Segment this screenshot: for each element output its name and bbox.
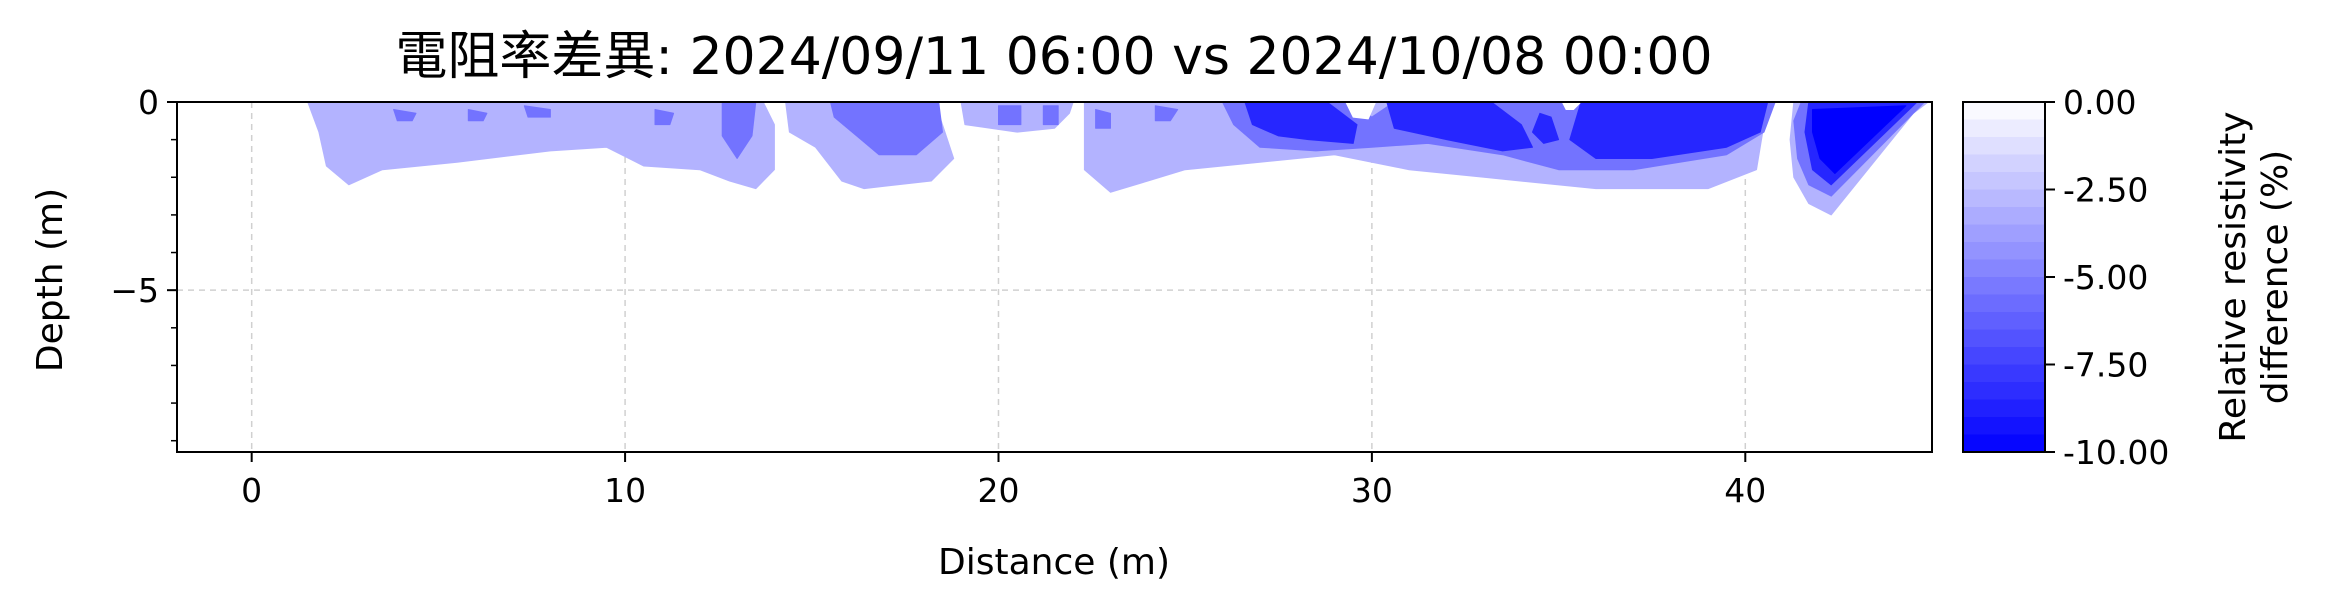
x-tick-label: 30 [1351, 471, 1393, 510]
colorbar-band [1963, 294, 2045, 313]
y-tick-label: −5 [110, 271, 159, 310]
plot-frame [176, 101, 1933, 453]
y-axis-label: Depth (m) [30, 188, 71, 372]
colorbar-band [1963, 417, 2045, 436]
colorbar-band [1963, 434, 2045, 453]
contour-region [1095, 109, 1111, 129]
colorbar-band [1963, 364, 2045, 383]
x-tick-label: 20 [977, 471, 1019, 510]
colorbar-band [1963, 312, 2045, 331]
colorbar-band [1963, 102, 2045, 121]
colorbar-tick-label: 0.00 [2063, 83, 2136, 122]
colorbar: 0.00 -2.50 -5.00 -7.50 -10.00 Relative resis… [1962, 83, 2296, 472]
colorbar-label-line2: difference (%) [2255, 150, 2296, 404]
colorbar-band [1963, 172, 2045, 191]
colorbar-bands [1963, 102, 2045, 453]
colorbar-band [1963, 189, 2045, 208]
chart-title: 電阻率差異: 2024/09/11 06:00 vs 2024/10/08 00… [395, 27, 1712, 87]
contour-region [830, 102, 943, 156]
colorbar-band [1963, 382, 2045, 401]
colorbar-band [1963, 259, 2045, 278]
colorbar-band [1963, 399, 2045, 418]
contour-regions [307, 102, 1929, 216]
contour-region [1244, 102, 1358, 144]
contour-region [393, 109, 417, 122]
x-axis-label: Distance (m) [938, 542, 1170, 583]
contour-region [1154, 105, 1179, 122]
colorbar-band [1963, 137, 2045, 156]
x-tick-label: 10 [604, 471, 646, 510]
colorbar-band [1963, 224, 2045, 243]
contour-region [1561, 102, 1582, 110]
x-tick-label: 40 [1724, 471, 1766, 510]
contour-region [654, 109, 675, 126]
x-tick-label: 0 [241, 471, 262, 510]
colorbar-label-line1: Relative resistivity [2213, 111, 2254, 442]
y-axis-ticks: 0 −5 [110, 83, 177, 442]
colorbar-band [1963, 242, 2045, 261]
colorbar-band [1963, 329, 2045, 348]
colorbar-tick-label: -10.00 [2063, 433, 2169, 472]
contour-region [467, 109, 488, 122]
contour-region [1532, 112, 1560, 144]
contour-region [1345, 102, 1377, 120]
colorbar-band [1963, 119, 2045, 138]
colorbar-band [1963, 347, 2045, 366]
y-tick-label: 0 [138, 83, 159, 122]
contour-region [1812, 105, 1907, 174]
contour-region [1042, 105, 1059, 126]
colorbar-tick-label: -2.50 [2063, 171, 2148, 210]
x-axis-ticks: 0 10 20 30 40 [241, 452, 1766, 510]
colorbar-band [1963, 277, 2045, 296]
contour-region [998, 105, 1022, 126]
colorbar-tick-label: -7.50 [2063, 346, 2148, 385]
contour-region [721, 102, 757, 159]
colorbar-tick-label: -5.00 [2063, 258, 2148, 297]
colorbar-band [1963, 207, 2045, 226]
colorbar-ticks: 0.00 -2.50 -5.00 -7.50 -10.00 [2045, 83, 2169, 472]
colorbar-band [1963, 154, 2045, 173]
contour-region [1569, 102, 1769, 159]
plot-area: 0 10 20 30 40 0 −5 [110, 83, 1933, 510]
contour-region [523, 105, 551, 118]
contour-region [1386, 102, 1533, 152]
